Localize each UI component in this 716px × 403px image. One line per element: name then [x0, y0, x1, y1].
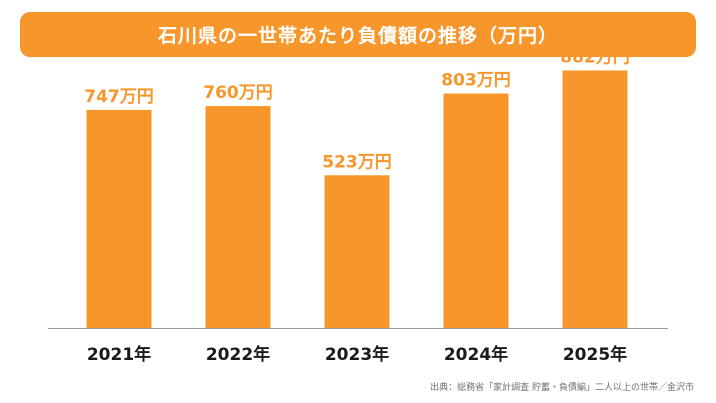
value-label: 523万円 — [322, 152, 392, 172]
value-label: 760万円 — [203, 83, 273, 103]
category-label: 2025年 — [563, 344, 627, 365]
value-label: 882万円 — [560, 47, 630, 67]
category-label: 2021年 — [87, 344, 151, 365]
bar-2024年 — [443, 93, 509, 328]
value-label: 803万円 — [441, 71, 511, 91]
value-label: 747万円 — [84, 87, 154, 107]
source-note: 出典：総務省「家計調査 貯蓄・負債編」二人以上の世帯／金沢市 — [430, 383, 694, 393]
bar-2022年 — [205, 106, 271, 328]
chart-title: 石川県の一世帯あたり負債額の推移（万円） — [157, 25, 558, 47]
category-label: 2023年 — [325, 344, 389, 365]
bar-2021年 — [86, 109, 152, 328]
category-label: 2024年 — [444, 344, 508, 365]
title-banner: 石川県の一世帯あたり負債額の推移（万円） — [20, 12, 696, 57]
bar-2025年 — [562, 70, 628, 329]
bar-2023年 — [324, 175, 390, 328]
category-label: 2022年 — [206, 344, 270, 365]
